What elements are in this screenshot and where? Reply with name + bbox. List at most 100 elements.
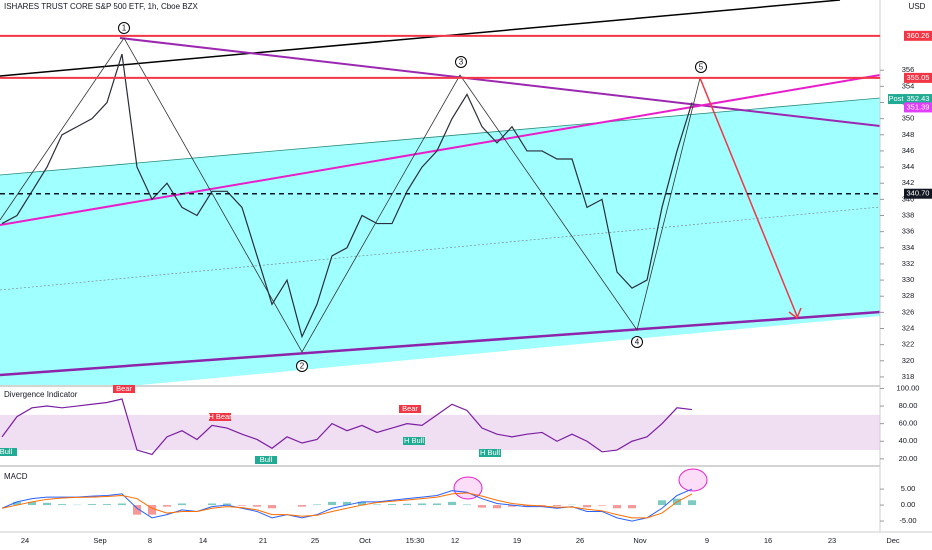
histogram-bar: [433, 503, 441, 506]
wave-circle: [455, 56, 467, 68]
price-tag-label: 351.39: [907, 102, 930, 111]
y-tick-label: 60.00: [899, 419, 918, 428]
signal-tag: [113, 385, 135, 393]
channel-fill: [0, 98, 880, 385]
histogram-bar: [478, 505, 486, 508]
y-tick-label: 330: [902, 275, 915, 284]
x-tick-label: 21: [259, 536, 267, 545]
x-tick-label: 15:30: [406, 536, 425, 545]
signal-tag: [255, 456, 277, 464]
y-tick-label: 324: [902, 323, 915, 332]
channel-mid: [0, 206, 881, 291]
y-tick-label: 356: [902, 65, 915, 74]
signal-label: H Bull: [404, 436, 424, 445]
histogram-bar: [133, 505, 141, 515]
price-tag: [904, 72, 932, 83]
histogram-bar: [223, 503, 231, 506]
histogram-bar: [598, 505, 606, 506]
arrow-head: [788, 307, 802, 320]
price-tag: [904, 102, 932, 113]
y-tick-label: 348: [902, 130, 915, 139]
currency: USD: [909, 2, 926, 11]
price-tag-label: 340.70: [907, 189, 930, 198]
x-tick-label: 8: [148, 536, 152, 545]
y-tick-label: 340: [902, 194, 915, 203]
price-tag: [904, 188, 932, 199]
macd-line: [1, 488, 693, 522]
wave-label: 4: [635, 338, 640, 347]
price-line: [1, 398, 693, 456]
histogram-bar: [388, 504, 396, 506]
y-tick-label: 328: [902, 291, 915, 300]
price-tag: [904, 94, 932, 105]
histogram-bar: [208, 503, 216, 506]
wave-label: 3: [459, 58, 464, 67]
histogram-bar: [403, 503, 411, 506]
y-tick-label: 342: [902, 178, 915, 187]
tag-box: [888, 94, 904, 105]
y-tick-label: 326: [902, 307, 915, 316]
signal-label: H Bear: [208, 412, 232, 421]
y-tick-label: 318: [902, 372, 915, 381]
histogram-bar: [178, 503, 186, 506]
wave-label: 2: [300, 362, 305, 371]
histogram-bar: [418, 503, 426, 506]
x-tick-label: 24: [21, 536, 29, 545]
price-tag-label: 360.26: [907, 31, 930, 40]
histogram-bar: [613, 505, 621, 509]
x-tick-label: 12: [451, 536, 459, 545]
signal-label: Bear: [402, 404, 418, 413]
histogram-bar: [163, 505, 171, 507]
histogram-bar: [88, 504, 96, 506]
trendline-magenta: [0, 74, 881, 226]
y-tick-label: 40.00: [899, 436, 918, 445]
histogram-bar: [253, 505, 261, 507]
histogram-bar: [43, 502, 51, 506]
rsi-band: [0, 414, 880, 451]
histogram-bar: [103, 504, 111, 506]
histogram-bar: [118, 503, 126, 506]
y-tick-label: 338: [902, 210, 915, 219]
y-tick-label: 332: [902, 259, 915, 268]
histogram-bar: [298, 505, 306, 507]
price-tag-label: 352.43: [907, 94, 930, 103]
pane-title: Divergence Indicator: [4, 390, 78, 399]
wave-circle: [118, 22, 130, 34]
price-tag-label: 355.05: [907, 73, 930, 82]
histogram-bar: [493, 505, 501, 509]
histogram-bar: [523, 505, 531, 507]
x-tick-label: Dec: [886, 536, 900, 545]
x-tick-label: 23: [828, 536, 836, 545]
signal-tag: [403, 437, 425, 445]
histogram-bar: [658, 500, 666, 506]
wave-zigzag: [0, 37, 701, 353]
pane-title: MACD: [4, 472, 28, 481]
histogram-bar: [463, 504, 471, 506]
histogram-bar: [343, 501, 351, 506]
histogram-bar: [628, 505, 636, 509]
trendline-purple: [119, 37, 881, 127]
y-tick-label: 354: [902, 81, 915, 90]
y-tick-label: 322: [902, 340, 915, 349]
histogram-bar: [313, 504, 321, 506]
wave-label: 1: [122, 24, 127, 33]
x-tick-label: Sep: [93, 536, 106, 545]
histogram-bar: [28, 501, 36, 506]
wave-circle: [695, 61, 707, 73]
y-tick-label: 350: [902, 114, 915, 123]
histogram-bar: [688, 500, 696, 506]
histogram-bar: [508, 505, 516, 507]
y-tick-label: 80.00: [899, 401, 918, 410]
y-tick-label: 346: [902, 146, 915, 155]
tag-label: Post: [888, 94, 904, 103]
signal-tag: [399, 405, 421, 413]
signal-tag: [209, 413, 231, 421]
signal-label: Bull: [0, 447, 13, 456]
channel-top: [0, 97, 881, 176]
histogram-bar: [358, 501, 366, 506]
x-tick-label: Nov: [633, 536, 647, 545]
histogram-bar: [238, 505, 246, 506]
y-tick-label: 5.00: [901, 484, 916, 493]
x-tick-label: Oct: [359, 536, 372, 545]
histogram-bar: [58, 504, 66, 506]
